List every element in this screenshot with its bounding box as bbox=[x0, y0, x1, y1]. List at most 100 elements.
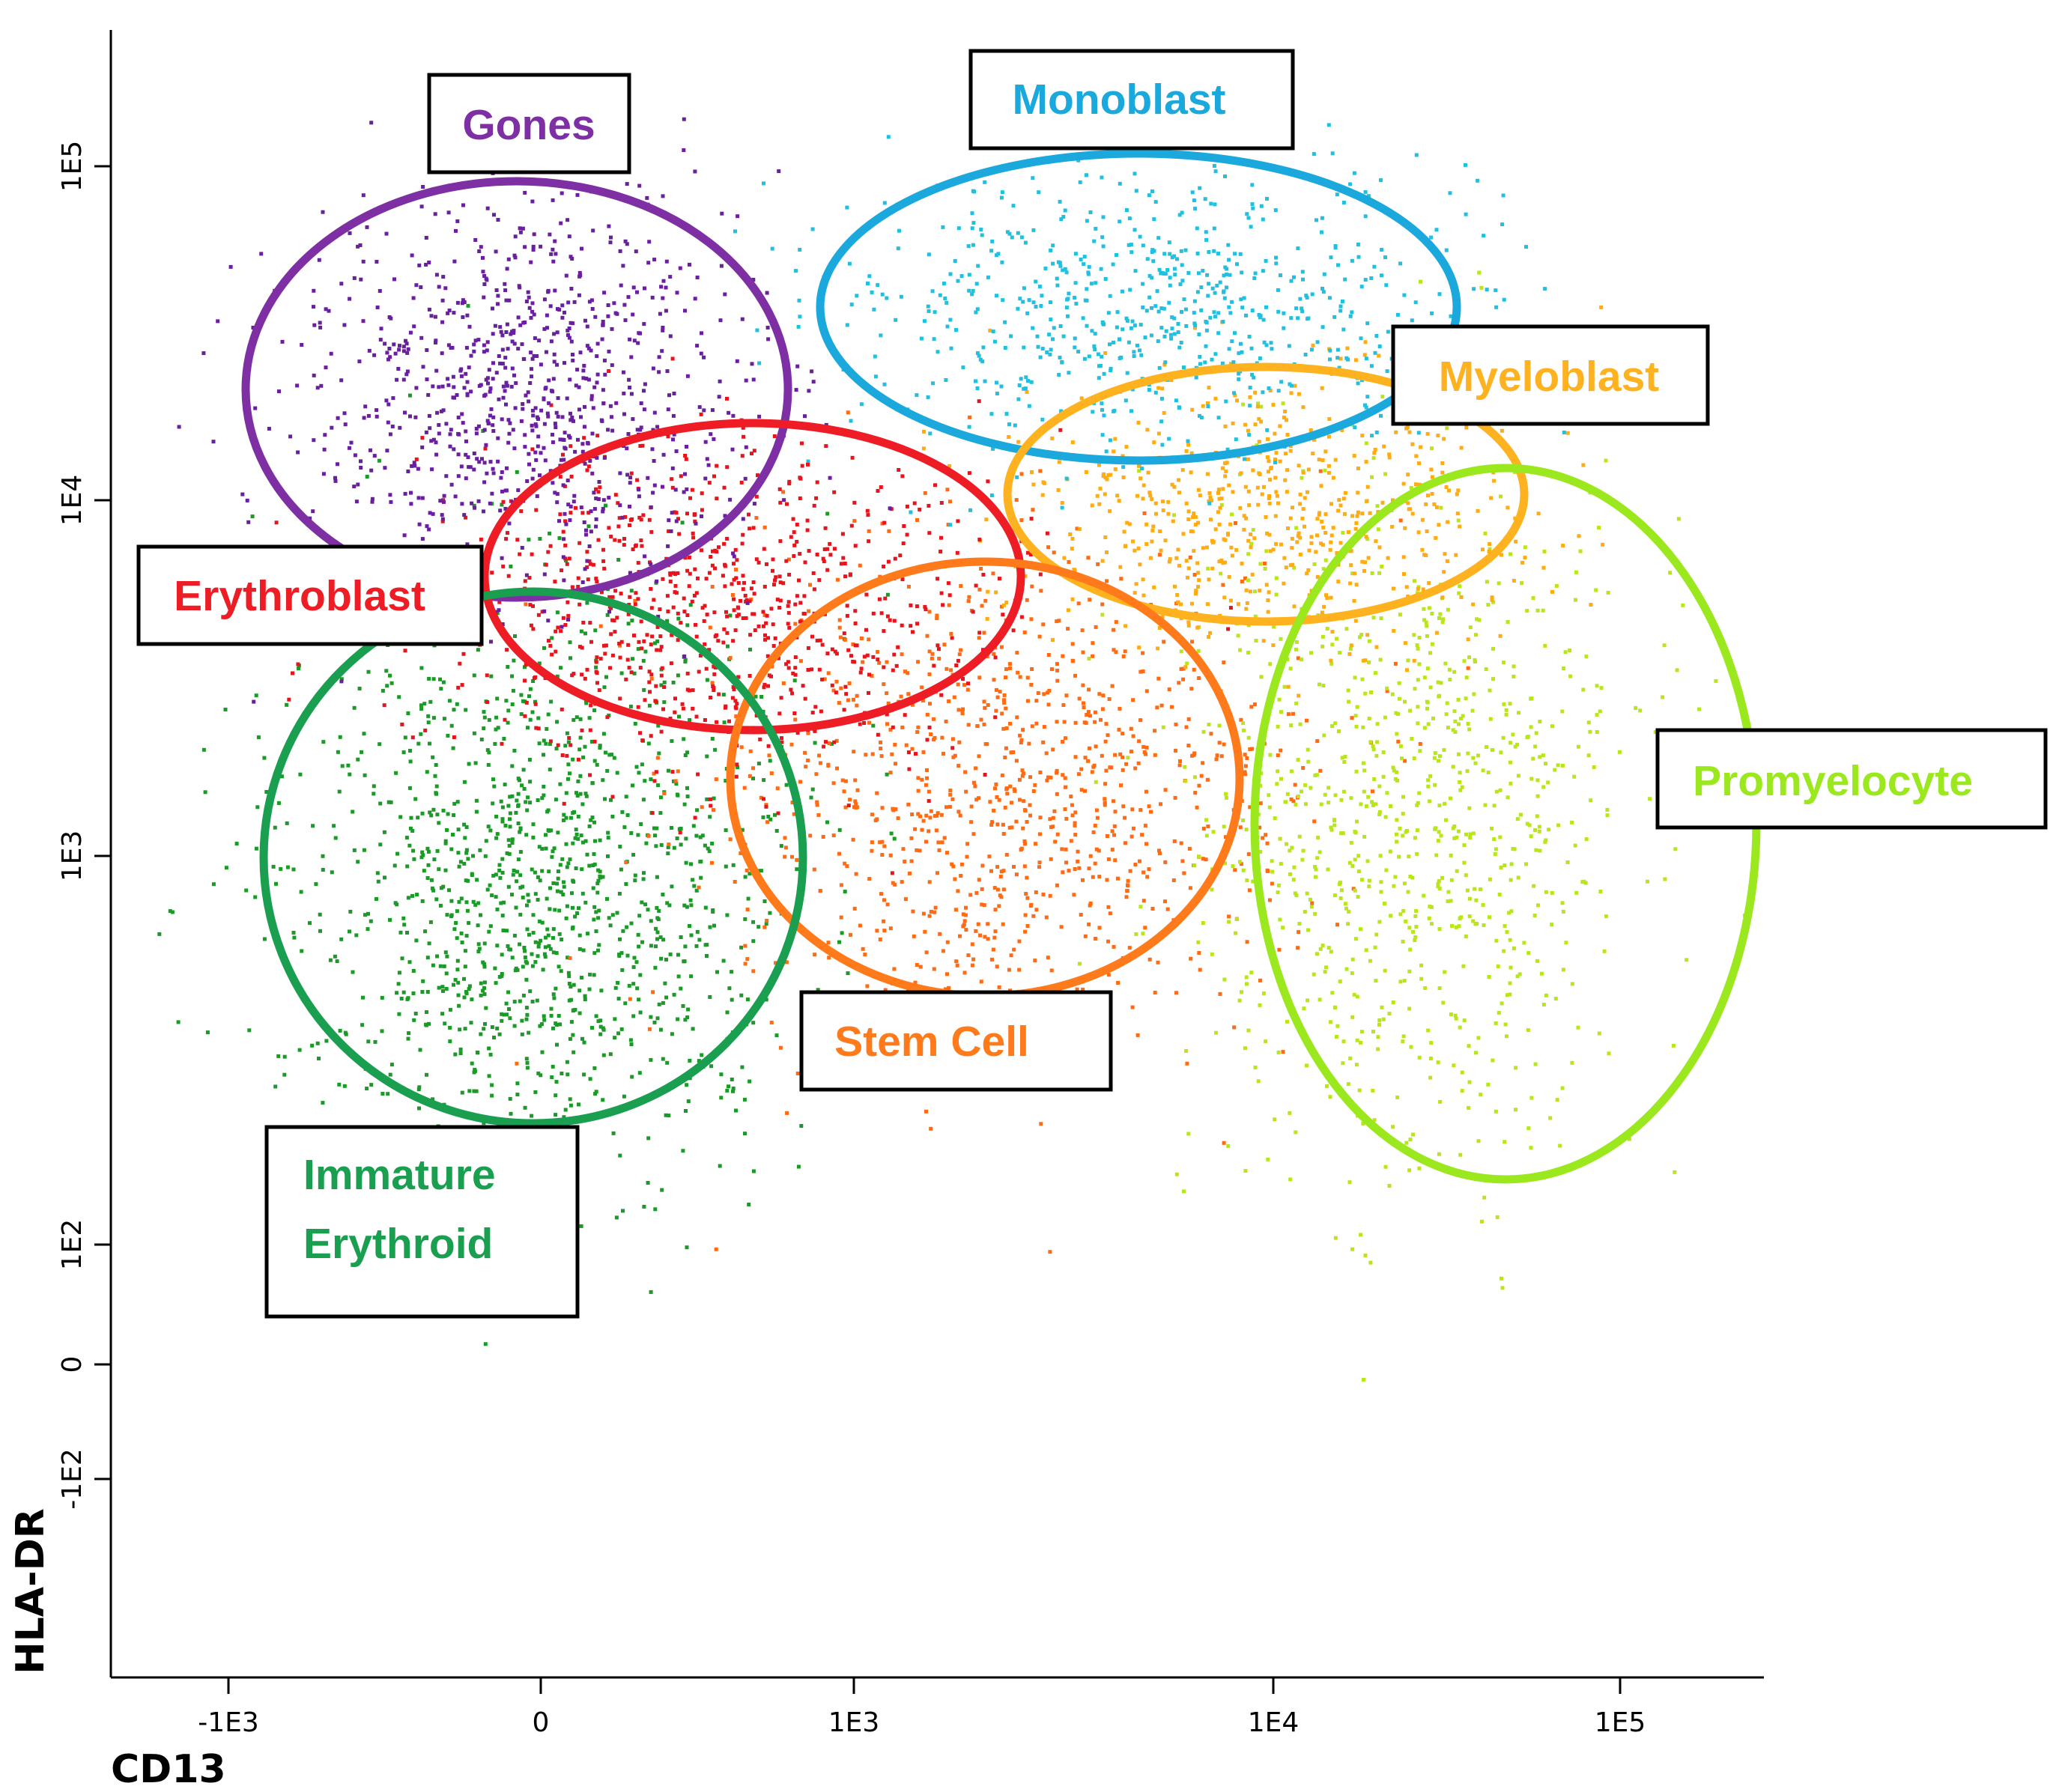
event-dot bbox=[980, 887, 984, 891]
event-dot bbox=[448, 1039, 452, 1044]
event-dot bbox=[1363, 214, 1368, 219]
event-dot bbox=[1266, 610, 1270, 614]
event-dot bbox=[1301, 405, 1306, 410]
event-dot bbox=[531, 913, 536, 917]
event-dot bbox=[1367, 639, 1371, 643]
event-dot bbox=[938, 550, 943, 553]
event-dot bbox=[1261, 485, 1266, 489]
event-dot bbox=[654, 944, 658, 949]
event-dot bbox=[1430, 311, 1434, 315]
event-dot bbox=[1533, 744, 1538, 749]
event-dot bbox=[578, 735, 583, 740]
event-dot bbox=[469, 1021, 473, 1025]
event-dot bbox=[157, 932, 162, 936]
event-dot bbox=[983, 935, 987, 939]
event-dot bbox=[821, 556, 825, 561]
event-dot bbox=[1007, 968, 1011, 972]
event-dot bbox=[1061, 703, 1066, 707]
event-dot bbox=[1034, 305, 1038, 309]
event-dot bbox=[577, 1011, 582, 1015]
event-dot bbox=[956, 764, 961, 768]
event-dot bbox=[1456, 697, 1461, 702]
event-dot bbox=[684, 836, 688, 841]
event-dot bbox=[525, 927, 530, 932]
event-dot bbox=[1174, 1172, 1179, 1176]
event-dot bbox=[1320, 610, 1324, 615]
event-dot bbox=[1508, 741, 1513, 745]
event-dot bbox=[1177, 763, 1182, 768]
event-dot bbox=[1416, 431, 1421, 435]
event-dot bbox=[1081, 987, 1085, 991]
event-dot bbox=[430, 886, 434, 890]
event-dot bbox=[628, 523, 631, 527]
event-dot bbox=[604, 750, 607, 755]
event-dot bbox=[1094, 937, 1098, 941]
event-dot bbox=[1416, 646, 1420, 651]
event-dot bbox=[510, 893, 514, 897]
event-dot bbox=[1243, 772, 1247, 777]
event-dot bbox=[1422, 618, 1427, 622]
event-dot bbox=[1326, 801, 1331, 805]
event-dot bbox=[885, 902, 890, 907]
event-dot bbox=[955, 963, 959, 968]
event-dot bbox=[482, 962, 487, 966]
event-dot bbox=[1186, 623, 1191, 628]
event-dot bbox=[1595, 730, 1599, 734]
event-dot bbox=[768, 911, 772, 915]
event-dot bbox=[425, 846, 430, 851]
event-dot bbox=[679, 935, 683, 939]
event-dot bbox=[491, 801, 495, 806]
event-dot bbox=[285, 702, 289, 707]
event-dot bbox=[595, 655, 599, 660]
event-dot bbox=[1508, 938, 1512, 942]
event-dot bbox=[1352, 598, 1356, 603]
event-dot bbox=[454, 921, 458, 925]
event-dot bbox=[1550, 589, 1554, 594]
event-dot bbox=[1267, 386, 1271, 390]
event-dot bbox=[1240, 350, 1244, 354]
event-dot bbox=[1541, 565, 1546, 570]
event-dot bbox=[1248, 404, 1252, 408]
event-dot bbox=[555, 1042, 559, 1047]
event-dot bbox=[524, 959, 528, 964]
event-dot bbox=[1211, 830, 1216, 834]
event-dot bbox=[406, 996, 410, 1000]
event-dot bbox=[739, 993, 744, 997]
event-dot bbox=[1494, 288, 1498, 293]
event-dot bbox=[1444, 485, 1449, 489]
event-dot bbox=[482, 992, 487, 997]
event-dot bbox=[795, 731, 800, 735]
event-dot bbox=[1240, 580, 1244, 583]
event-dot bbox=[1452, 669, 1457, 674]
event-dot bbox=[1341, 1061, 1345, 1066]
event-dot bbox=[1257, 471, 1261, 476]
event-dot bbox=[464, 900, 469, 905]
event-dot bbox=[804, 765, 808, 769]
event-dot bbox=[577, 933, 582, 938]
event-dot bbox=[1045, 531, 1049, 535]
event-dot bbox=[970, 292, 974, 297]
event-dot bbox=[1103, 801, 1107, 805]
event-dot bbox=[1464, 873, 1468, 878]
event-dot bbox=[1208, 631, 1213, 635]
event-dot bbox=[1288, 1177, 1293, 1182]
event-dot bbox=[1285, 418, 1288, 422]
event-dot bbox=[1437, 292, 1442, 297]
event-dot bbox=[1518, 813, 1523, 817]
event-dot bbox=[1255, 404, 1260, 409]
event-dot bbox=[1127, 946, 1132, 950]
event-dot bbox=[419, 703, 423, 708]
event-dot bbox=[986, 937, 990, 941]
event-dot bbox=[798, 315, 802, 319]
event-dot bbox=[949, 668, 953, 672]
event-dot bbox=[995, 294, 998, 298]
event-dot bbox=[1013, 423, 1017, 428]
event-dot bbox=[966, 599, 971, 604]
event-dot bbox=[914, 752, 918, 756]
event-dot bbox=[717, 692, 721, 696]
event-dot bbox=[552, 996, 557, 1000]
event-dot bbox=[993, 715, 998, 720]
event-dot bbox=[1305, 1063, 1309, 1068]
event-dot bbox=[1001, 298, 1005, 303]
event-dot bbox=[743, 1132, 747, 1136]
